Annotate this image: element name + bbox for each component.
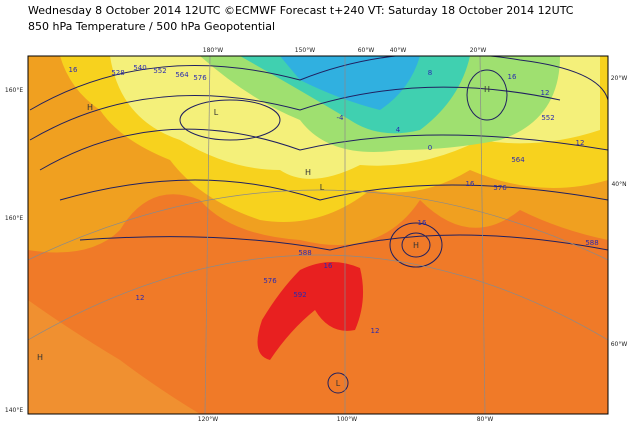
contour-label: 564: [511, 156, 525, 164]
graticule-label: 140°E: [5, 407, 23, 414]
center-label: L: [320, 183, 325, 192]
contour-label: 576: [263, 277, 277, 285]
graticule-label: 80°W: [477, 416, 494, 423]
contour-label: 12: [541, 89, 550, 97]
contour-label: 552: [541, 114, 554, 122]
graticule-label: 20°W: [611, 75, 628, 82]
graticule-label: 180°W: [203, 47, 223, 54]
contour-label: 16: [466, 180, 475, 188]
contour-label: 588: [585, 239, 598, 247]
contour-label: 540: [133, 64, 146, 72]
graticule-label: 100°W: [337, 416, 357, 423]
contour-label: 12: [136, 294, 145, 302]
graticule-label: 150°W: [295, 47, 315, 54]
pressure-centers: H L H L L H H H: [37, 85, 490, 388]
contour-label: 16: [69, 66, 78, 74]
graticule-label: 160°E: [5, 87, 23, 94]
center-label: H: [87, 103, 93, 112]
map-field: [28, 56, 608, 414]
contour-label: 588: [298, 249, 311, 257]
graticule-label: 60°W: [611, 341, 628, 348]
contour-labels: 16 528 540 552 564 576 16 12 8 4 -4 0 55…: [69, 64, 599, 335]
contour-label: 16: [508, 73, 517, 81]
contour-label: 576: [193, 74, 207, 82]
center-label: H: [484, 85, 490, 94]
contour-label: 592: [293, 291, 306, 299]
contour-label: 12: [576, 139, 585, 147]
contour-label: 16: [324, 262, 333, 270]
contour-label: 4: [396, 126, 401, 134]
title-line2: 850 hPa Temperature / 500 hPa Geopotenti…: [28, 20, 275, 33]
contour-label: 8: [428, 69, 432, 77]
center-label: H: [413, 241, 419, 250]
graticule-label: 20°W: [470, 47, 487, 54]
contour-label: 0: [428, 144, 432, 152]
title-line1: Wednesday 8 October 2014 12UTC ©ECMWF Fo…: [28, 4, 574, 17]
graticule-label: 60°W: [358, 47, 375, 54]
graticule-label: 40°W: [390, 47, 407, 54]
contour-label: 528: [111, 69, 124, 77]
graticule-label: 120°W: [198, 416, 218, 423]
contour-label: 576: [493, 184, 507, 192]
contour-label: 552: [153, 67, 166, 75]
graticule-label: 40°N: [611, 181, 626, 188]
contour-label: -4: [337, 114, 345, 122]
center-label: H: [37, 353, 43, 362]
contour-label: 16: [418, 219, 427, 227]
contour-label: 564: [175, 71, 189, 79]
center-label: L: [336, 379, 341, 388]
center-label: H: [305, 168, 311, 177]
center-label: L: [214, 108, 219, 117]
map-frame: [27, 55, 609, 415]
graticule-label: 160°E: [5, 215, 23, 222]
contour-label: 12: [371, 327, 380, 335]
